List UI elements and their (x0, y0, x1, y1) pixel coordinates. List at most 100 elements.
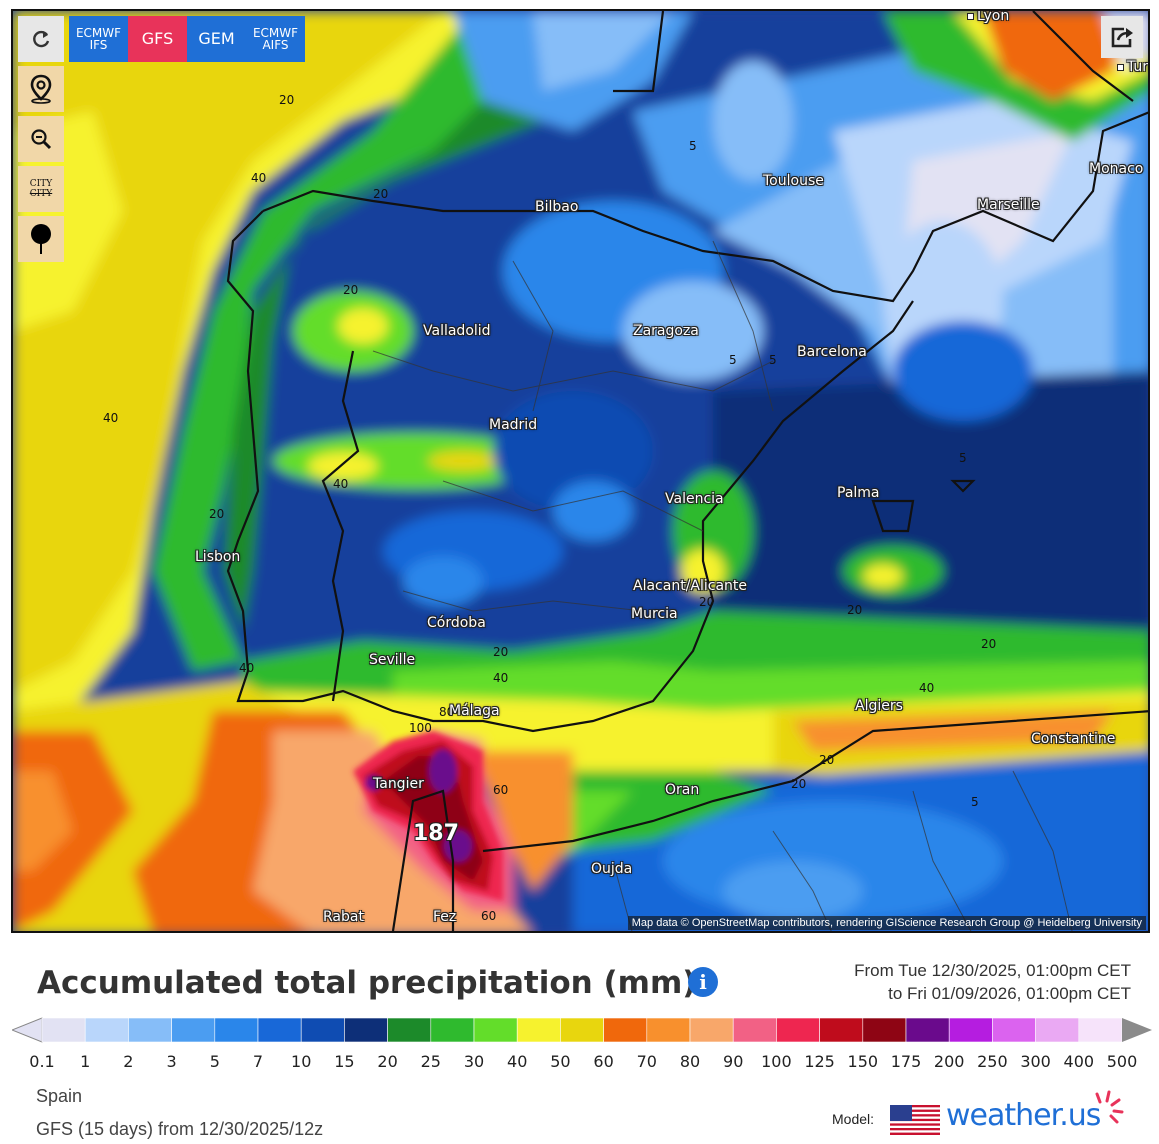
us-flag-icon (890, 1105, 940, 1135)
isoline-label: 40 (493, 671, 509, 685)
tab-gem[interactable]: GEM (187, 16, 246, 62)
scale-swatch (257, 1017, 302, 1043)
isoline-label: 5 (971, 795, 979, 809)
isoline-label: 20 (819, 753, 835, 767)
scale-under-triangle (12, 1017, 43, 1043)
map-attribution: Map data © OpenStreetMap contributors, r… (627, 916, 1146, 930)
scale-tick-label: 90 (723, 1052, 744, 1071)
scale-tick-label: 20 (377, 1052, 398, 1071)
scale-swatch (128, 1017, 172, 1043)
scale-swatch (1035, 1017, 1080, 1043)
share-button[interactable] (1101, 16, 1143, 58)
city-label[interactable]: Seville (369, 652, 416, 668)
scale-tick-label: 400 (1063, 1052, 1095, 1071)
scale-tick-label: 3 (166, 1052, 177, 1071)
isoline-label: 5 (769, 353, 777, 367)
scale-swatch (948, 1017, 993, 1043)
city-label[interactable]: Córdoba (427, 615, 486, 631)
scale-swatch (646, 1017, 691, 1043)
city-label[interactable]: Alacant/Alicante (633, 578, 748, 594)
city-label[interactable]: Murcia (631, 606, 678, 622)
scale-swatch (819, 1017, 864, 1043)
isoline-label: 100 (409, 721, 432, 735)
reload-icon (33, 30, 50, 48)
isoline-label: 60 (493, 783, 509, 797)
scale-tick-label: 1 (80, 1052, 91, 1071)
scale-swatch (344, 1017, 388, 1043)
city-label[interactable]: Madrid (489, 417, 538, 433)
city-label[interactable]: Lyon (967, 11, 1009, 24)
isoline-label: 5 (959, 451, 967, 465)
scale-tick-label: 50 (550, 1052, 571, 1071)
isoline-label: 20 (343, 283, 359, 297)
precipitation-map[interactable]: 20 40 20 5 20 5 5 40 40 20 5 20 20 20 40… (11, 9, 1150, 933)
scale-swatch (516, 1017, 561, 1043)
scale-tick-label: 150 (847, 1052, 879, 1071)
share-icon (1111, 27, 1133, 48)
isoline-label: 60 (481, 909, 497, 923)
period-from: From Tue 12/30/2025, 01:00pm CET (854, 961, 1131, 980)
city-label[interactable]: Zaragoza (633, 323, 699, 339)
city-toggle-button[interactable]: CITY CITY (18, 166, 64, 212)
city-label[interactable]: Marseille (977, 197, 1040, 213)
city-label[interactable]: Valencia (665, 491, 724, 507)
color-scale-labels: 0.1 1 2 3 5 7 10 15 20 25 30 40 50 60 70 80 90 100 125 150 1… (12, 1052, 1152, 1074)
model-tabs: ECMWF IFS GFS GEM ECMWF AIFS (69, 16, 305, 66)
model-label: Model: (832, 1111, 875, 1127)
isoline-label: 80 (439, 705, 455, 719)
city-label[interactable]: Constantine (1031, 731, 1116, 747)
city-label[interactable]: Turin (1117, 59, 1148, 75)
isoline-label: 40 (919, 681, 935, 695)
scale-tick-label: 5 (209, 1052, 220, 1071)
city-label[interactable]: Oran (665, 782, 700, 798)
brand-logo[interactable]: weather.us (946, 1098, 1101, 1133)
map-pin-button[interactable] (18, 216, 64, 262)
scale-swatch (430, 1017, 475, 1043)
isoline-label: 20 (699, 595, 715, 609)
isoline-label: 40 (103, 411, 119, 425)
scale-tick-label: 10 (291, 1052, 312, 1071)
city-label[interactable]: Valladolid (423, 323, 491, 339)
isoline-label: 20 (209, 507, 225, 521)
scale-tick-label: 250 (977, 1052, 1008, 1071)
city-label[interactable]: Algiers (855, 698, 903, 714)
zoom-out-icon (31, 129, 52, 150)
sun-logo-icon (1095, 1090, 1124, 1124)
city-label[interactable]: Lisbon (195, 549, 241, 565)
info-icon[interactable]: i (688, 967, 718, 997)
tab-ecmwf-ifs[interactable]: ECMWF IFS (69, 16, 128, 62)
scale-tick-label: 7 (252, 1052, 264, 1071)
scale-swatch (862, 1017, 907, 1043)
scale-tick-label: 500 (1106, 1052, 1138, 1071)
city-label[interactable]: Palma (837, 485, 880, 501)
map-pin-icon (31, 224, 51, 254)
city-label[interactable]: Tangier (373, 776, 424, 792)
city-label[interactable]: Monaco (1089, 161, 1144, 177)
scale-over-triangle (1122, 1018, 1152, 1042)
scale-swatch (689, 1017, 734, 1043)
scale-tick-label: 125 (804, 1052, 835, 1071)
tab-ecmwf-aifs[interactable]: ECMWF AIFS (246, 16, 305, 62)
zoom-out-button[interactable] (18, 116, 64, 162)
city-label[interactable]: Barcelona (797, 344, 867, 360)
city-label[interactable]: Oujda (591, 861, 633, 877)
reload-button[interactable] (18, 16, 64, 62)
scale-swatch (84, 1017, 129, 1043)
isoline-label: 20 (493, 645, 509, 659)
scale-tick-label: 175 (890, 1052, 922, 1071)
scale-swatch (603, 1017, 648, 1043)
legend-title: Accumulated total precipitation (mm) (37, 965, 697, 1001)
color-scale (12, 1017, 1152, 1043)
city-label[interactable]: Toulouse (763, 173, 824, 189)
tab-gfs[interactable]: GFS (128, 16, 187, 62)
city-label[interactable]: Fez (433, 909, 457, 925)
period-to: to Fri 01/09/2026, 01:00pm CET (888, 984, 1131, 1003)
city-label[interactable]: Rabat (323, 909, 364, 925)
city-label[interactable]: Bilbao (535, 199, 579, 215)
city-label[interactable]: Málaga (449, 703, 500, 719)
location-pin-icon (30, 74, 52, 104)
scale-swatch (992, 1017, 1036, 1043)
isoline-label: 20 (791, 777, 807, 791)
scale-tick-label: 2 (123, 1052, 134, 1071)
locate-button[interactable] (18, 66, 64, 112)
